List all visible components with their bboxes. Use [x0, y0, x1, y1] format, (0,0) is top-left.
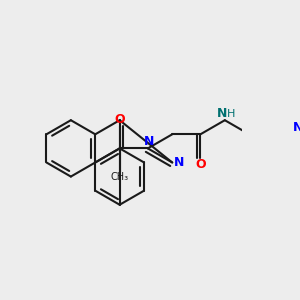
Text: O: O [114, 113, 125, 126]
Text: N: N [144, 135, 154, 148]
Text: O: O [195, 158, 206, 171]
Text: N: N [217, 107, 228, 120]
Text: CH₃: CH₃ [111, 172, 129, 182]
Text: N: N [173, 156, 184, 169]
Text: N: N [293, 122, 300, 134]
Text: H: H [227, 109, 236, 119]
